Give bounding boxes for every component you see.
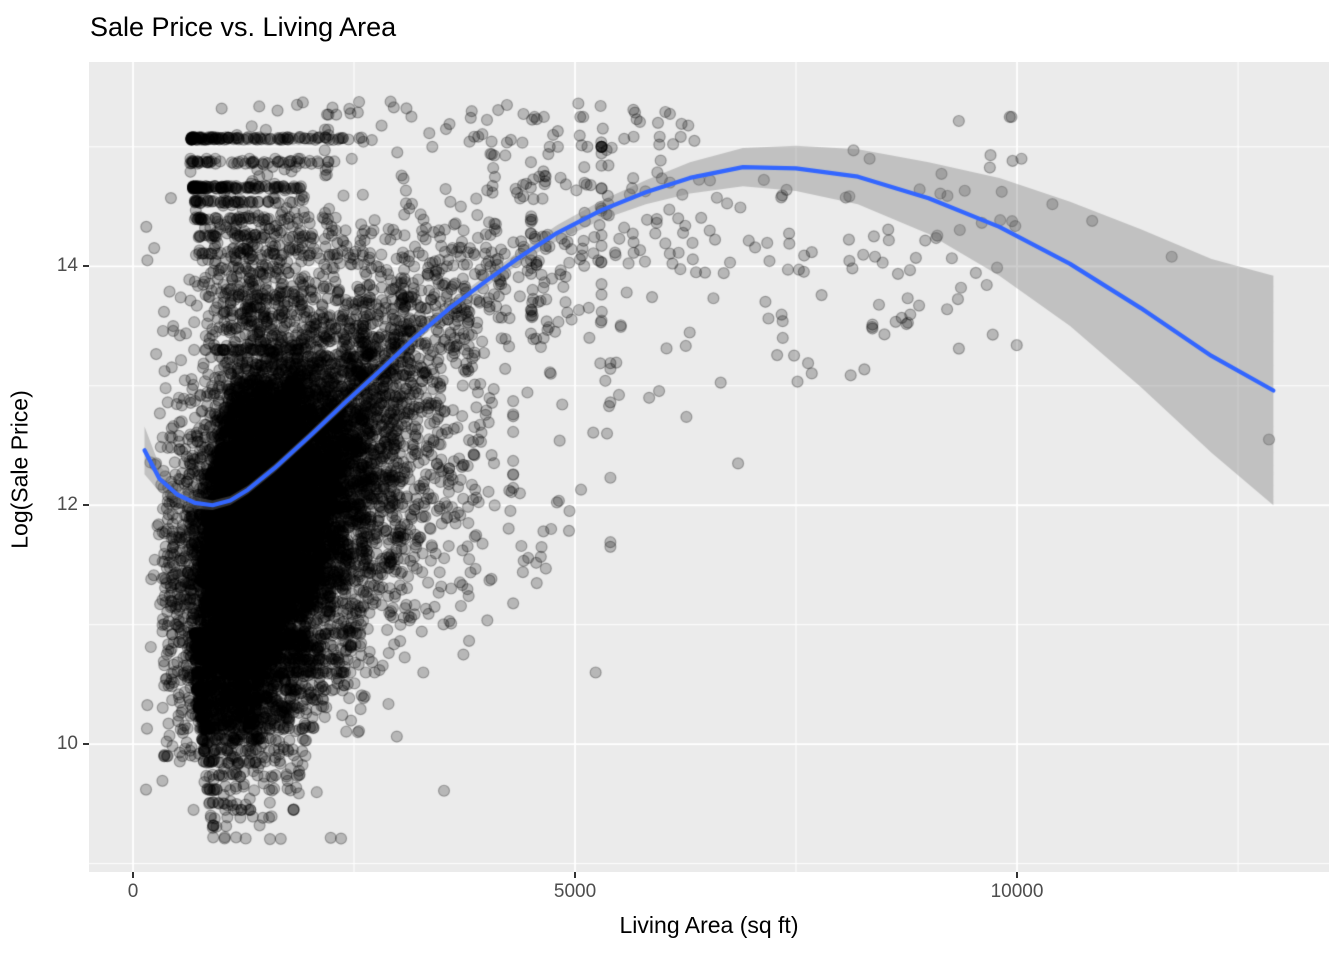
x-tick-mark (132, 872, 135, 878)
y-tick-mark (83, 504, 89, 507)
y-tick-mark (83, 743, 89, 746)
x-tick-label: 0 (127, 881, 139, 902)
y-tick-label: 12 (56, 494, 78, 516)
x-tick-label: 5000 (553, 881, 597, 902)
x-axis-title: Living Area (sq ft) (619, 912, 799, 938)
y-tick-mark (83, 265, 89, 268)
plot-canvas (89, 62, 1329, 872)
plot-panel (89, 62, 1329, 872)
y-tick-label: 10 (56, 733, 78, 755)
x-tick-label: 10000 (990, 881, 1044, 902)
chart-title: Sale Price vs. Living Area (90, 12, 397, 42)
x-tick-mark (574, 872, 577, 878)
x-tick-mark (1016, 872, 1019, 878)
y-tick-label: 14 (56, 255, 78, 277)
y-axis-title: Log(Sale Price) (6, 390, 33, 549)
